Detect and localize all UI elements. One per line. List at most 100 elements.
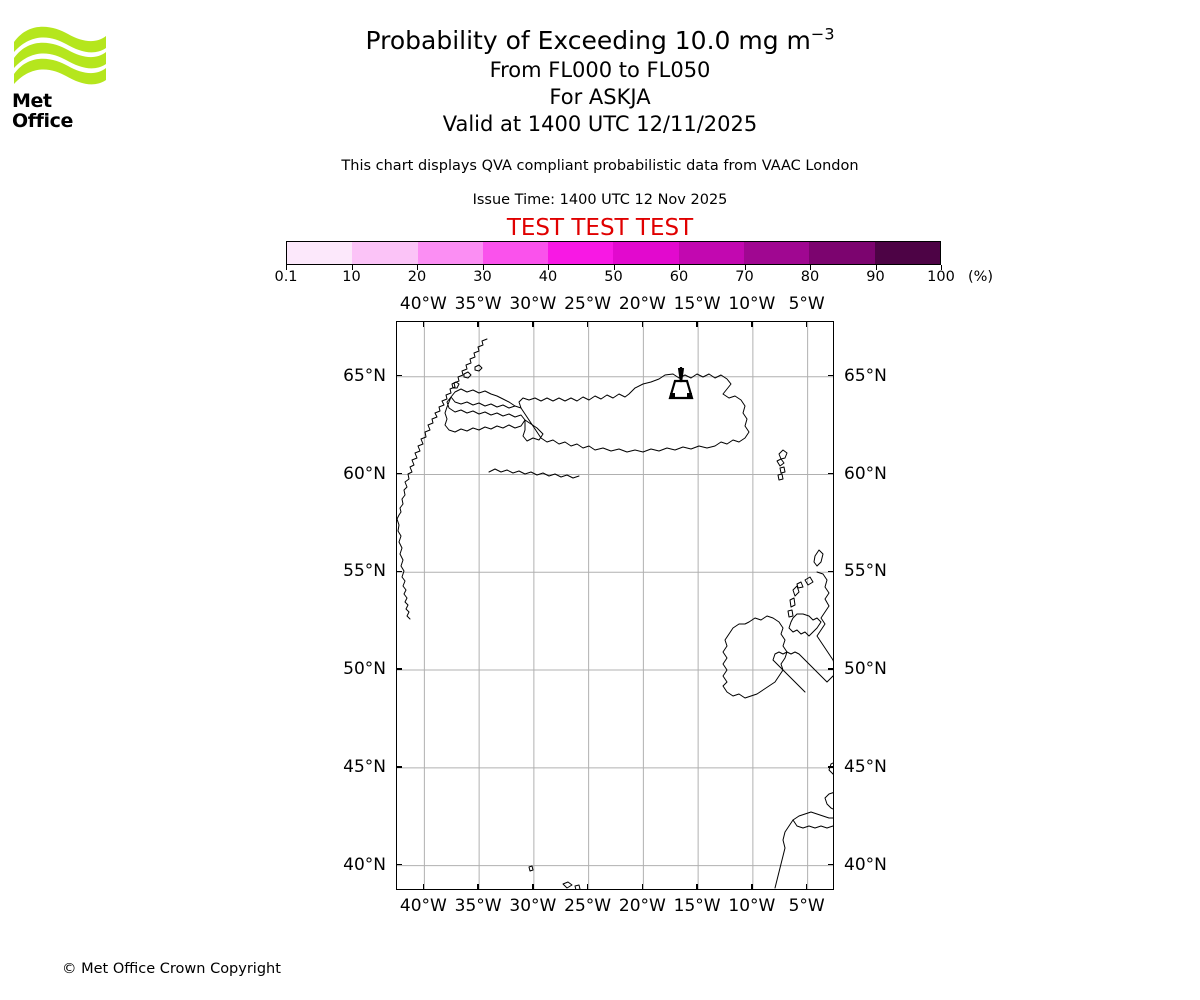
tick-lat-right-55°N bbox=[828, 570, 834, 572]
tick-lat-right-40°N bbox=[828, 863, 834, 866]
colorbar-tick-40 bbox=[548, 265, 549, 270]
lat-label-left-65°N: 65°N bbox=[343, 365, 386, 386]
map-gridlines bbox=[397, 322, 833, 889]
lat-label-left-60°N: 60°N bbox=[343, 463, 386, 484]
lon-label-top-5°W: 5°W bbox=[788, 294, 825, 314]
lon-label-top-25°W: 25°W bbox=[564, 294, 612, 314]
page-title-exponent: −3 bbox=[810, 24, 835, 44]
colorbar-tick-label-20: 20 bbox=[407, 269, 427, 285]
colorbar-segment-1 bbox=[352, 242, 418, 264]
coastline-iceland-northwest bbox=[444, 396, 526, 433]
tick-lat-right-45°N bbox=[828, 766, 834, 768]
tick-lat-left-65°N bbox=[396, 375, 402, 377]
coastline-iceland-westfjords bbox=[450, 388, 522, 409]
coastline-shetland bbox=[813, 549, 824, 567]
coastline-hebrides-b bbox=[789, 597, 796, 608]
colorbar-tick-30 bbox=[482, 265, 484, 270]
tick-lon-top-40°W bbox=[422, 321, 425, 327]
tick-lon-bottom-40°W bbox=[422, 884, 425, 890]
subtitle-valid-time: Valid at 1400 UTC 12/11/2025 bbox=[442, 112, 758, 136]
met-office-logo-text: Met Office bbox=[12, 90, 73, 132]
tick-lon-bottom-10°W bbox=[751, 884, 753, 890]
page-title: Probability of Exceeding 10.0 mg m−3 bbox=[0, 24, 1200, 57]
lat-label-left-40°N: 40°N bbox=[343, 854, 386, 875]
title-block: Probability of Exceeding 10.0 mg m−3 Fro… bbox=[0, 24, 1200, 138]
lat-label-left-55°N: 55°N bbox=[343, 561, 386, 582]
colorbar-segment-8 bbox=[809, 242, 875, 264]
tick-lon-top-35°W bbox=[477, 321, 479, 327]
colorbar-tick-20 bbox=[417, 265, 418, 270]
colorbar-segment-0 bbox=[287, 242, 353, 264]
lat-label-left-45°N: 45°N bbox=[343, 756, 386, 777]
map-canvas bbox=[397, 322, 833, 889]
coastline-island-azores-b bbox=[562, 881, 573, 889]
colorbar-tick-10 bbox=[351, 265, 353, 270]
colorbar-tick-50 bbox=[613, 265, 615, 270]
lon-label-bottom-25°W: 25°W bbox=[564, 896, 612, 916]
coastline-island-c bbox=[474, 364, 483, 372]
lat-label-right-45°N: 45°N bbox=[844, 756, 887, 777]
coastline-ireland bbox=[722, 615, 788, 699]
tick-lon-bottom-35°W bbox=[477, 884, 479, 890]
lon-label-top-10°W: 10°W bbox=[728, 294, 776, 314]
coastline-faroe-a bbox=[778, 449, 788, 460]
lon-label-bottom-5°W: 5°W bbox=[788, 896, 825, 916]
coastline-iceland-peninsula-snaefellsnes bbox=[522, 419, 544, 442]
map-plot-area[interactable] bbox=[396, 321, 834, 890]
probability-colorbar bbox=[286, 241, 941, 265]
colorbar-tick-label-80: 80 bbox=[800, 269, 820, 285]
colorbar-tick-60 bbox=[679, 265, 680, 270]
coastline-hebrides-a bbox=[792, 585, 800, 597]
lon-label-bottom-20°W: 20°W bbox=[618, 896, 666, 916]
tick-lon-bottom-20°W bbox=[641, 884, 644, 890]
lon-label-top-20°W: 20°W bbox=[618, 294, 666, 314]
colorbar-tick-label-70: 70 bbox=[735, 269, 754, 285]
tick-lon-top-15°W bbox=[696, 321, 698, 327]
colorbar-segment-2 bbox=[417, 242, 483, 264]
colorbar-tick-label-90: 90 bbox=[866, 269, 885, 285]
coastline-greenland-east bbox=[397, 338, 488, 520]
coastline-faroe-b bbox=[776, 458, 785, 467]
tick-lon-bottom-5°W bbox=[805, 884, 808, 890]
tick-lon-top-25°W bbox=[586, 321, 589, 327]
met-office-logo: Met Office bbox=[12, 22, 108, 131]
test-banner: TEST TEST TEST bbox=[506, 215, 694, 241]
colorbar-tick-label-30: 30 bbox=[473, 269, 492, 285]
coastline-faroe-c bbox=[779, 466, 786, 474]
coastline-iberia-north bbox=[792, 819, 833, 829]
colorbar-segment-7 bbox=[744, 242, 810, 264]
colorbar-tick-label-0.1: 0.1 bbox=[274, 269, 298, 285]
coastline-greenland-east-lower bbox=[397, 518, 411, 620]
lat-label-right-60°N: 60°N bbox=[844, 463, 887, 484]
lon-label-top-35°W: 35°W bbox=[454, 294, 502, 314]
lat-label-left-50°N: 50°N bbox=[343, 659, 386, 680]
coastline-orkney-b bbox=[796, 581, 804, 589]
tick-lat-left-60°N bbox=[396, 472, 402, 475]
tick-lat-left-40°N bbox=[396, 863, 402, 866]
tick-lon-bottom-25°W bbox=[586, 884, 589, 890]
subtitle-flight-levels: From FL000 to FL050 bbox=[489, 58, 711, 82]
tick-lat-left-45°N bbox=[396, 766, 402, 768]
colorbar-tick-70 bbox=[744, 265, 746, 270]
coastline-island-azores-a bbox=[528, 865, 534, 872]
lat-label-right-65°N: 65°N bbox=[844, 365, 887, 386]
colorbar-tick-label-100: 100 bbox=[927, 269, 955, 285]
coastline-france-brittany bbox=[824, 792, 833, 810]
tick-lon-top-5°W bbox=[805, 321, 808, 327]
met-office-waves-icon bbox=[14, 26, 106, 85]
colorbar-segment-5 bbox=[613, 242, 679, 264]
lat-label-right-40°N: 40°N bbox=[844, 854, 887, 875]
colorbar-segments bbox=[286, 241, 941, 265]
tick-lon-top-10°W bbox=[751, 321, 753, 327]
colorbar-tick-0.1 bbox=[286, 265, 287, 270]
colorbar-tick-label-40: 40 bbox=[538, 269, 558, 285]
lon-label-bottom-15°W: 15°W bbox=[673, 896, 721, 916]
volcano-icon[interactable] bbox=[668, 367, 694, 400]
colorbar-tick-label-10: 10 bbox=[342, 269, 361, 285]
lon-label-bottom-35°W: 35°W bbox=[454, 896, 502, 916]
tick-lon-top-30°W bbox=[532, 321, 534, 327]
copyright-text: © Met Office Crown Copyright bbox=[62, 961, 281, 977]
lon-label-top-40°W: 40°W bbox=[399, 294, 447, 314]
colorbar-segment-9 bbox=[874, 242, 940, 264]
colorbar-ticks: 0.1 10 20 30 40 50 60 70 80 90 100 bbox=[274, 265, 955, 287]
